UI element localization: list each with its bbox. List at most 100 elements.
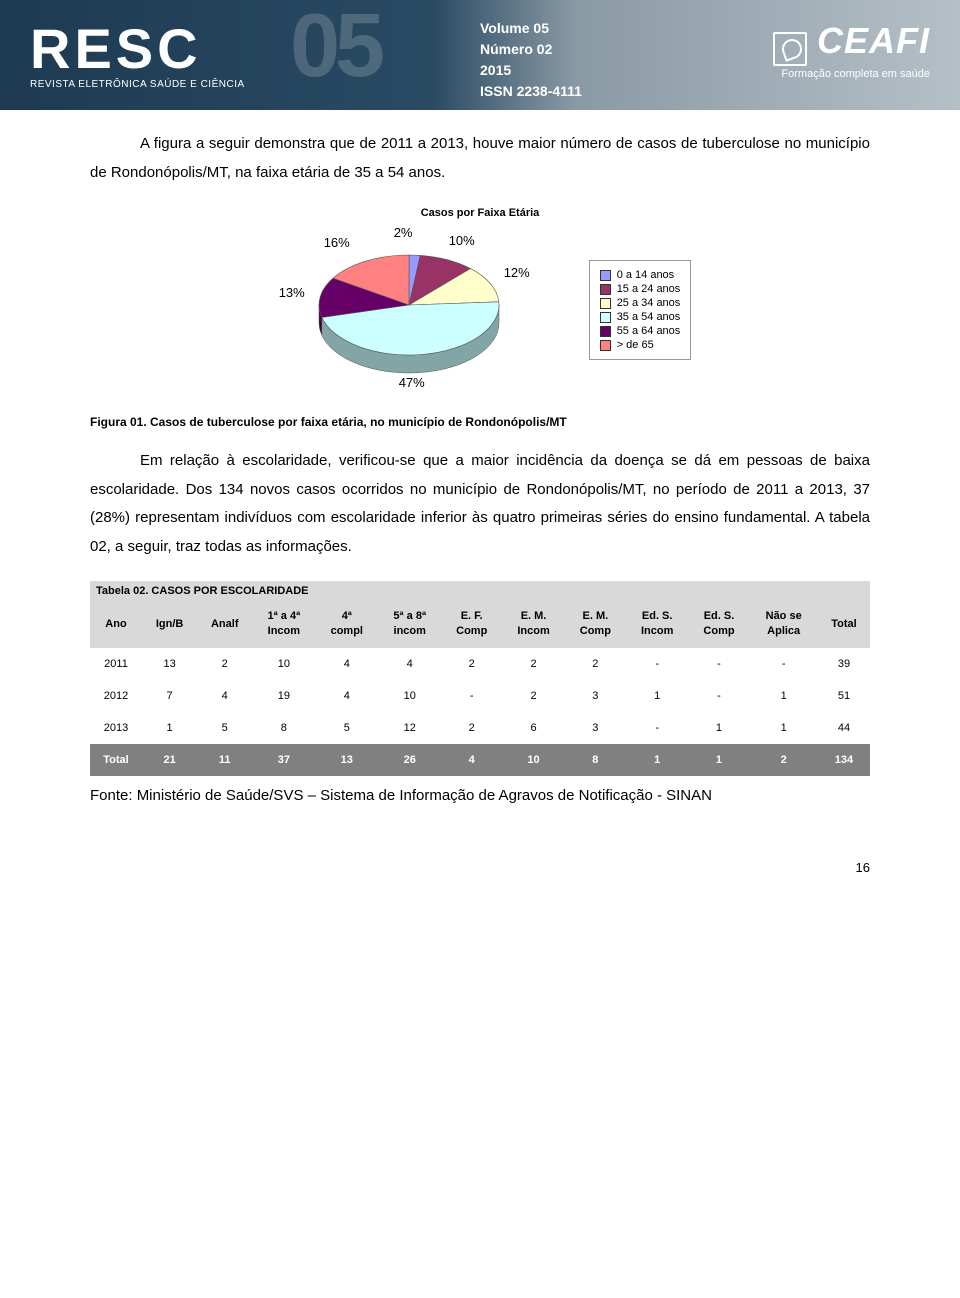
ceafi-logo: CEAFI xyxy=(817,20,930,61)
volume-text: Volume 05 xyxy=(480,18,582,39)
table-cell: 2 xyxy=(502,648,565,680)
legend-label: > de 65 xyxy=(617,339,654,351)
legend-swatch xyxy=(600,312,611,323)
banner-meta: Volume 05 Número 02 2015 ISSN 2238-4111 xyxy=(480,18,582,102)
banner-right: CEAFI Formação completa em saúde xyxy=(773,20,930,80)
table-cell: - xyxy=(689,648,750,680)
legend-item: > de 65 xyxy=(600,339,681,351)
table-cell: 13 xyxy=(142,648,197,680)
table-header-cell: E. F.Comp xyxy=(441,601,502,648)
table-header-cell: 5ª a 8ªincom xyxy=(378,601,441,648)
resc-logo: RESC xyxy=(30,21,245,77)
legend-item: 15 a 24 anos xyxy=(600,283,681,295)
table-cell: 2 xyxy=(441,648,502,680)
issn-text: ISSN 2238-4111 xyxy=(480,81,582,102)
pct-label: 2% xyxy=(394,225,413,240)
chart-legend: 0 a 14 anos 15 a 24 anos 25 a 34 anos 35 a … xyxy=(589,260,692,360)
table-cell: 3 xyxy=(565,680,626,712)
table-cell: 2013 xyxy=(90,712,142,744)
table-cell: 1 xyxy=(749,712,817,744)
legend-swatch xyxy=(600,326,611,337)
legend-label: 35 a 54 anos xyxy=(617,311,681,323)
table-total-cell: 10 xyxy=(502,744,565,776)
table-cell: 2012 xyxy=(90,680,142,712)
legend-item: 35 a 54 anos xyxy=(600,311,681,323)
table-total-cell: 1 xyxy=(689,744,750,776)
chart-container: 2%10%12%47%13%16% 0 a 14 anos15 a 24 ano… xyxy=(90,225,870,395)
table-source: Fonte: Ministério de Saúde/SVS – Sistema… xyxy=(90,782,870,811)
table-header-cell: Analf xyxy=(197,601,252,648)
table-header-cell: 1ª a 4ªIncom xyxy=(252,601,315,648)
table-total-row: Total21113713264108112134 xyxy=(90,744,870,776)
legend-label: 25 a 34 anos xyxy=(617,297,681,309)
table-cell: - xyxy=(441,680,502,712)
year-text: 2015 xyxy=(480,60,582,81)
table-row: 2013158512263-1144 xyxy=(90,712,870,744)
table-cell: 4 xyxy=(315,648,378,680)
table-header-cell: E. M.Incom xyxy=(502,601,565,648)
table-cell: 2 xyxy=(502,680,565,712)
table-cell: 5 xyxy=(315,712,378,744)
resc-subtitle: REVISTA ELETRÔNICA SAÚDE E CIÊNCIA xyxy=(30,79,245,90)
table-total-cell: 21 xyxy=(142,744,197,776)
legend-swatch xyxy=(600,340,611,351)
table-total-cell: 11 xyxy=(197,744,252,776)
data-table: AnoIgn/BAnalf1ª a 4ªIncom4ªcompl5ª a 8ªi… xyxy=(90,601,870,776)
table-cell: - xyxy=(749,648,817,680)
table-cell: 12 xyxy=(378,712,441,744)
table-cell: 7 xyxy=(142,680,197,712)
table-total-cell: 26 xyxy=(378,744,441,776)
number-text: Número 02 xyxy=(480,39,582,60)
table-cell: 1 xyxy=(142,712,197,744)
table-cell: 5 xyxy=(197,712,252,744)
pie-svg xyxy=(269,225,549,395)
pie-chart: 2%10%12%47%13%16% xyxy=(269,225,549,395)
page-content: A figura a seguir demonstra que de 2011 … xyxy=(0,110,960,850)
table-cell: 1 xyxy=(749,680,817,712)
table-row: 20127419410-231-151 xyxy=(90,680,870,712)
table-total-cell: 8 xyxy=(565,744,626,776)
figure-caption: Figura 01. Casos de tuberculose por faix… xyxy=(90,415,870,429)
table-cell: 6 xyxy=(502,712,565,744)
table-cell: 8 xyxy=(252,712,315,744)
table-cell: 10 xyxy=(378,680,441,712)
pct-label: 10% xyxy=(449,233,475,248)
table-cell: 1 xyxy=(626,680,689,712)
table-cell: 1 xyxy=(689,712,750,744)
table-cell: 10 xyxy=(252,648,315,680)
table-header-cell: 4ªcompl xyxy=(315,601,378,648)
legend-label: 15 a 24 anos xyxy=(617,283,681,295)
table-header-cell: Ign/B xyxy=(142,601,197,648)
legend-label: 55 a 64 anos xyxy=(617,325,681,337)
table-cell: 4 xyxy=(378,648,441,680)
table-cell: 44 xyxy=(818,712,870,744)
table-cell: - xyxy=(689,680,750,712)
table-cell: 3 xyxy=(565,712,626,744)
legend-swatch xyxy=(600,284,611,295)
table-total-cell: 37 xyxy=(252,744,315,776)
pct-label: 16% xyxy=(324,235,350,250)
table-header-cell: Ed. S.Incom xyxy=(626,601,689,648)
table-total-cell: 1 xyxy=(626,744,689,776)
legend-label: 0 a 14 anos xyxy=(617,269,675,281)
banner-left: RESC REVISTA ELETRÔNICA SAÚDE E CIÊNCIA xyxy=(0,21,245,90)
table-cell: 51 xyxy=(818,680,870,712)
table-cell: 4 xyxy=(197,680,252,712)
table-cell: 2011 xyxy=(90,648,142,680)
table-total-cell: 13 xyxy=(315,744,378,776)
pct-label: 12% xyxy=(504,265,530,280)
table-cell: - xyxy=(626,712,689,744)
table-header-cell: Não seAplica xyxy=(749,601,817,648)
intro-paragraph: A figura a seguir demonstra que de 2011 … xyxy=(90,130,870,187)
table-cell: 2 xyxy=(197,648,252,680)
table-header-cell: Ed. S.Comp xyxy=(689,601,750,648)
table-row: 20111321044222---39 xyxy=(90,648,870,680)
ceafi-subtitle: Formação completa em saúde xyxy=(773,68,930,80)
table-cell: 2 xyxy=(565,648,626,680)
table-cell: 39 xyxy=(818,648,870,680)
table-total-cell: 4 xyxy=(441,744,502,776)
table-cell: - xyxy=(626,648,689,680)
page-number: 16 xyxy=(0,850,960,895)
table-total-cell: Total xyxy=(90,744,142,776)
legend-item: 0 a 14 anos xyxy=(600,269,681,281)
